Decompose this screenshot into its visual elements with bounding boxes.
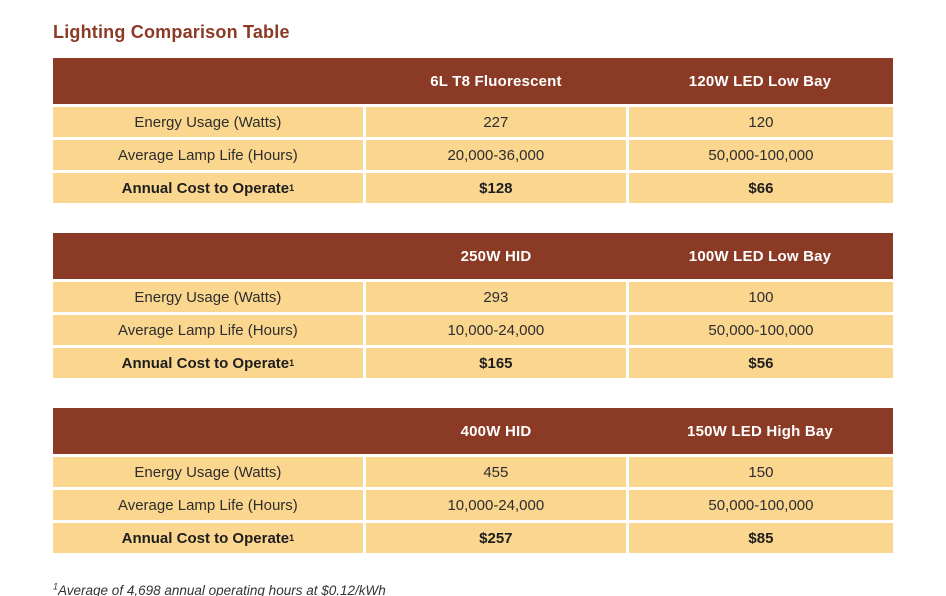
table-header-row: 250W HID 100W LED Low Bay xyxy=(53,233,893,279)
value-cell: 293 xyxy=(365,282,626,312)
comparison-table-400w-hid: 400W HID 150W LED High Bay Energy Usage … xyxy=(53,408,893,553)
table-row-lamp-life: Average Lamp Life (Hours) 10,000-24,000 … xyxy=(53,315,893,345)
value-cell: 120 xyxy=(628,107,893,137)
table-header-row: 6L T8 Fluorescent 120W LED Low Bay xyxy=(53,58,893,104)
table-row-annual-cost: Annual Cost to Operate 1 $128 $66 xyxy=(53,173,893,203)
comparison-table-fluorescent: 6L T8 Fluorescent 120W LED Low Bay Energ… xyxy=(53,58,893,203)
row-label: Annual Cost to Operate 1 xyxy=(53,523,363,553)
table-row-annual-cost: Annual Cost to Operate 1 $165 $56 xyxy=(53,348,893,378)
value-cell: $257 xyxy=(365,523,626,553)
row-label: Energy Usage (Watts) xyxy=(53,282,363,312)
row-label: Annual Cost to Operate 1 xyxy=(53,173,363,203)
value-cell: 227 xyxy=(365,107,626,137)
value-cell: $85 xyxy=(628,523,893,553)
value-cell: 10,000-24,000 xyxy=(365,315,626,345)
table-row-lamp-life: Average Lamp Life (Hours) 20,000-36,000 … xyxy=(53,140,893,170)
table-row-annual-cost: Annual Cost to Operate 1 $257 $85 xyxy=(53,523,893,553)
table-header-row: 400W HID 150W LED High Bay xyxy=(53,408,893,454)
value-cell: 50,000-100,000 xyxy=(628,490,893,520)
row-label: Average Lamp Life (Hours) xyxy=(53,315,363,345)
header-col-led-low-bay: 120W LED Low Bay xyxy=(688,72,832,90)
table-row-lamp-life: Average Lamp Life (Hours) 10,000-24,000 … xyxy=(53,490,893,520)
value-cell: $128 xyxy=(365,173,626,203)
value-cell: 455 xyxy=(365,457,626,487)
row-label: Average Lamp Life (Hours) xyxy=(53,490,363,520)
footnote: 1Average of 4,698 annual operating hours… xyxy=(53,581,893,596)
value-cell: 100 xyxy=(628,282,893,312)
header-col-fluorescent: 6L T8 Fluorescent xyxy=(430,72,562,90)
footnote-marker: 1 xyxy=(53,581,59,592)
value-cell: 50,000-100,000 xyxy=(628,315,893,345)
value-cell: 20,000-36,000 xyxy=(365,140,626,170)
row-label: Energy Usage (Watts) xyxy=(53,107,363,137)
page-title: Lighting Comparison Table xyxy=(53,22,290,42)
row-label: Average Lamp Life (Hours) xyxy=(53,140,363,170)
value-cell: $165 xyxy=(365,348,626,378)
table-row-energy-usage: Energy Usage (Watts) 455 150 xyxy=(53,457,893,487)
value-cell: 10,000-24,000 xyxy=(365,490,626,520)
row-label: Annual Cost to Operate 1 xyxy=(53,348,363,378)
header-col-led-low-bay: 100W LED Low Bay xyxy=(688,247,832,265)
header-col-led-high-bay: 150W LED High Bay xyxy=(687,422,833,440)
value-cell: 150 xyxy=(628,457,893,487)
value-cell: $66 xyxy=(628,173,893,203)
table-row-energy-usage: Energy Usage (Watts) 293 100 xyxy=(53,282,893,312)
comparison-table-250w-hid: 250W HID 100W LED Low Bay Energy Usage (… xyxy=(53,233,893,378)
footnote-text: Average of 4,698 annual operating hours … xyxy=(58,583,386,596)
value-cell: 50,000-100,000 xyxy=(628,140,893,170)
header-col-hid: 400W HID xyxy=(460,422,532,440)
table-row-energy-usage: Energy Usage (Watts) 227 120 xyxy=(53,107,893,137)
value-cell: $56 xyxy=(628,348,893,378)
header-col-hid: 250W HID xyxy=(460,247,532,265)
row-label: Energy Usage (Watts) xyxy=(53,457,363,487)
